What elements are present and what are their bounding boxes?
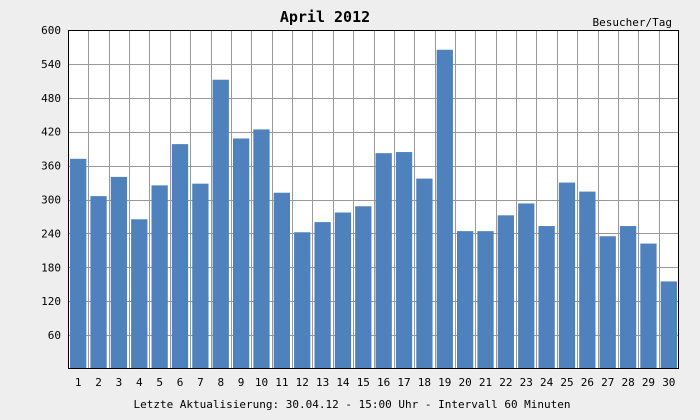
bar-day-15 [355,206,372,369]
y-tick-label: 240 [41,227,61,240]
x-tick-label: 13 [316,376,329,389]
x-tick-label: 24 [540,376,554,389]
bars [70,49,677,370]
y-tick-label: 420 [41,126,61,139]
bar-day-11 [273,192,290,369]
x-tick-label: 9 [238,376,245,389]
bar-day-23 [518,203,535,369]
x-tick-label: 2 [95,376,102,389]
y-tick-label: 480 [41,92,61,105]
bar-day-2 [90,196,107,369]
y-tick-label: 360 [41,160,61,173]
bar-day-21 [477,231,494,369]
bar-day-1 [70,158,87,369]
x-tick-label: 23 [520,376,533,389]
bar-day-13 [314,222,331,369]
y-tick-label: 180 [41,261,61,274]
bar-day-4 [131,219,148,369]
y-tick-label: 60 [48,329,61,342]
x-tick-label: 16 [377,376,390,389]
x-tick-label: 8 [217,376,224,389]
x-tick-label: 20 [459,376,472,389]
footer-update-info: Letzte Aktualisierung: 30.04.12 - 15:00 … [133,398,570,411]
x-tick-label: 11 [275,376,288,389]
y-tick-label: 300 [41,194,61,207]
bar-day-30 [660,281,677,369]
x-tick-label: 14 [336,376,350,389]
bar-day-14 [334,212,352,369]
axes [68,30,679,369]
x-tick-label: 25 [560,376,573,389]
bar-day-27 [599,236,616,369]
x-tick-label: 26 [581,376,594,389]
bar-day-26 [579,191,596,369]
bar-day-25 [558,182,576,369]
x-tick-label: 1 [75,376,82,389]
x-tick-labels: 1 2 3 4 5 6 7 8 9 10 11 12 13 14 15 16 17 18 19 20 21 22 23 24 2… [75,376,676,389]
x-tick-label: 28 [621,376,634,389]
x-tick-label: 19 [438,376,451,389]
bar-day-28 [619,226,637,369]
bar-day-7 [192,183,209,369]
x-tick-label: 22 [499,376,512,389]
x-tick-label: 10 [255,376,268,389]
x-tick-label: 5 [156,376,163,389]
y-tick-label: 600 [41,24,61,37]
bar-day-6 [171,144,189,369]
y-tick-label: 120 [41,295,61,308]
x-tick-label: 30 [662,376,675,389]
x-tick-label: 27 [601,376,614,389]
y-tick-labels: 60 120 180 240 300 360 420 480 540 600 [41,24,61,342]
x-tick-label: 15 [357,376,370,389]
x-tick-label: 18 [418,376,431,389]
x-tick-label: 3 [116,376,123,389]
x-tick-label: 4 [136,376,143,389]
bar-day-18 [416,178,433,369]
bar-day-24 [538,226,555,369]
x-tick-label: 17 [397,376,410,389]
x-tick-label: 7 [197,376,204,389]
bar-day-9 [232,138,250,369]
bar-day-16 [375,153,392,369]
bar-day-19 [436,49,453,370]
chart-title: April 2012 [280,8,370,26]
y-tick-label: 540 [41,58,61,71]
bar-day-20 [457,231,474,369]
bar-day-29 [640,243,657,369]
bar-day-8 [212,79,229,369]
bar-day-12 [294,232,311,369]
bar-day-17 [395,152,413,369]
bar-day-10 [253,129,270,369]
x-tick-label: 6 [177,376,184,389]
x-tick-label: 12 [296,376,309,389]
x-tick-label: 29 [642,376,655,389]
x-tick-label: 21 [479,376,492,389]
plot-frame [68,30,679,369]
bar-day-3 [110,176,128,369]
bar-day-5 [151,185,168,370]
unit-label: Besucher/Tag [593,16,672,29]
bar-day-22 [497,215,515,369]
